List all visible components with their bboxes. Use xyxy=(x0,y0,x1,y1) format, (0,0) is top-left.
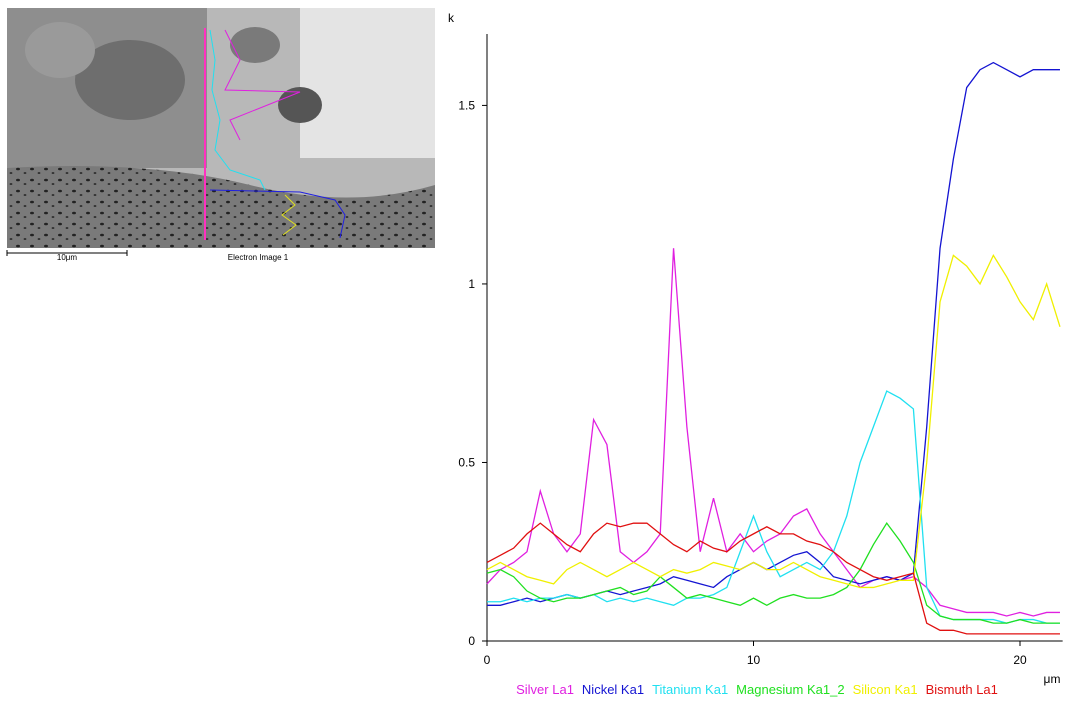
x-tick-label: 10 xyxy=(747,653,761,667)
legend-entry: Titanium Ka1 xyxy=(652,682,728,697)
image-particle xyxy=(25,22,95,78)
legend: Silver La1 Nickel Ka1 Titanium Ka1 Magnesiu… xyxy=(516,682,998,697)
image-particle xyxy=(230,27,280,63)
y-tick-label: 1.5 xyxy=(458,98,475,112)
image-substrate xyxy=(7,166,435,248)
image-particle xyxy=(75,40,185,120)
scale-bar-label: 10μm xyxy=(57,253,78,262)
image-trace xyxy=(209,189,346,239)
series-line xyxy=(486,254,1061,589)
y-axis-label: k xyxy=(448,11,455,25)
image-region xyxy=(300,8,435,158)
y-tick-label: 0.5 xyxy=(458,455,475,469)
image-trace xyxy=(281,194,297,236)
x-tick-label: 20 xyxy=(1013,653,1027,667)
legend-entry: Silver La1 xyxy=(516,682,574,697)
series-line xyxy=(486,248,1060,617)
image-trace xyxy=(224,29,301,141)
x-tick-label: 0 xyxy=(484,653,491,667)
image-caption: Electron Image 1 xyxy=(228,253,289,262)
electron-image: 10μm Electron Image 1 xyxy=(6,8,435,262)
legend-entry: Nickel Ka1 xyxy=(582,682,644,697)
image-trace xyxy=(209,29,266,191)
legend-entry: Silicon Ka1 xyxy=(853,682,918,697)
series-line xyxy=(487,390,1060,624)
y-tick-label: 1 xyxy=(468,277,475,291)
x-axis-label: μm xyxy=(1044,672,1061,686)
legend-entry: Magnesium Ka1_2 xyxy=(736,682,844,697)
series-line xyxy=(487,61,1060,606)
y-tick-label: 0 xyxy=(468,634,475,648)
legend-entry: Bismuth La1 xyxy=(926,682,998,697)
series-line xyxy=(486,522,1060,635)
series-line xyxy=(486,522,1060,624)
